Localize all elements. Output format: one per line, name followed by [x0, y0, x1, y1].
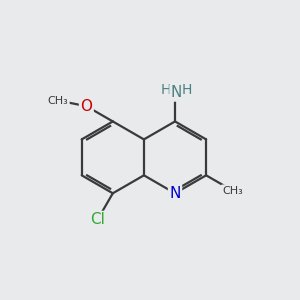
Text: O: O [80, 99, 92, 114]
Text: Cl: Cl [90, 212, 105, 227]
Text: CH₃: CH₃ [222, 186, 243, 196]
Text: CH₃: CH₃ [48, 95, 69, 106]
Text: H: H [182, 83, 192, 97]
Text: N: N [171, 85, 182, 100]
Text: H: H [161, 83, 171, 97]
Text: N: N [169, 186, 181, 201]
